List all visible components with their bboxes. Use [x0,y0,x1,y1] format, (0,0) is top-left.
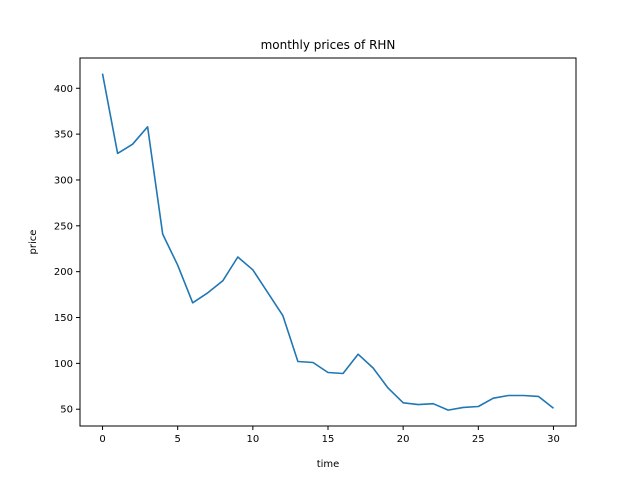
y-tick-label: 400 [54,84,73,95]
y-tick-label: 150 [54,313,73,324]
axes-frame [79,57,577,427]
y-tick-label: 250 [54,221,73,232]
y-tick-label: 100 [54,359,73,370]
chart-title: monthly prices of RHN [261,38,396,52]
x-tick-label: 20 [397,434,410,445]
y-tick-label: 50 [60,405,73,416]
x-tick-label: 5 [175,434,181,445]
y-tick-label: 350 [54,130,73,141]
x-tick-label: 25 [472,434,485,445]
x-tick-label: 30 [547,434,560,445]
x-axis-label: time [317,459,340,470]
y-tick-label: 200 [54,267,73,278]
y-axis-ticks: 50 100 150 200 250 300 350 400 [54,84,80,416]
x-axis-ticks: 0 5 10 15 20 25 30 [99,426,560,445]
y-tick-label: 300 [54,175,73,186]
plot-area [101,73,554,411]
price-series-line [101,73,554,411]
x-tick-label: 10 [246,434,259,445]
x-tick-label: 0 [99,434,105,445]
x-tick-label: 15 [322,434,335,445]
y-axis-label: price [28,230,39,255]
